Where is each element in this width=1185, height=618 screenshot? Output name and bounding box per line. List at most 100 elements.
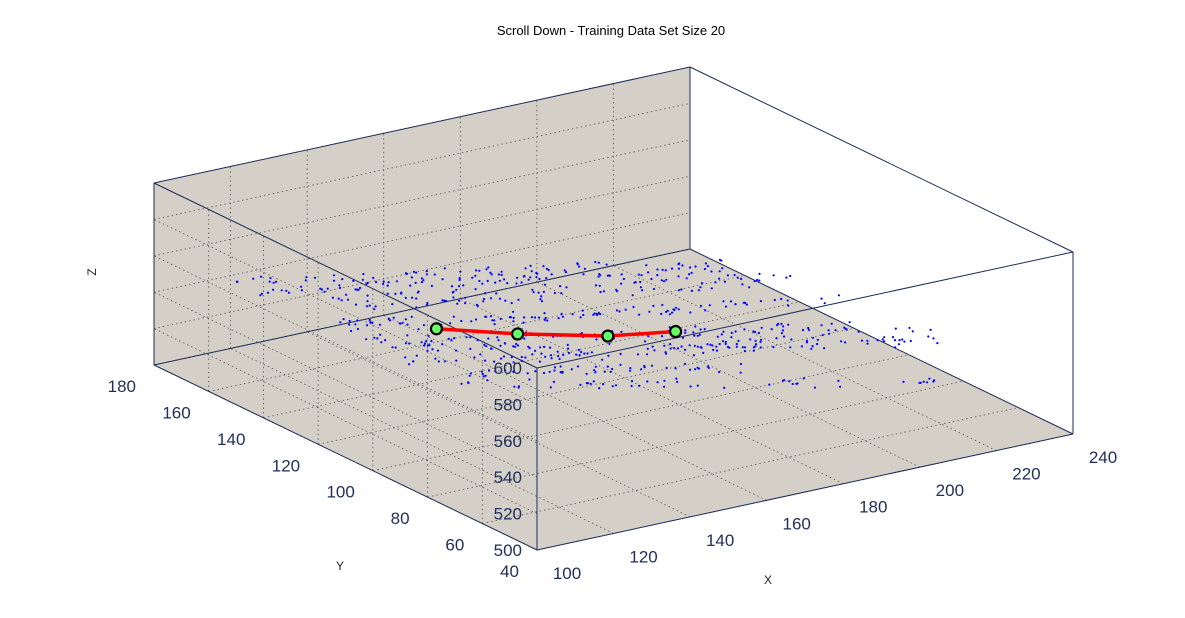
gridline-y-floor bbox=[427, 380, 964, 498]
scatter-point bbox=[520, 359, 523, 362]
scatter-point bbox=[456, 302, 459, 305]
scatter-point bbox=[482, 297, 486, 301]
scatter-point bbox=[759, 340, 762, 343]
scatter-point bbox=[709, 343, 712, 346]
scatter-point bbox=[749, 338, 752, 341]
scatter-point bbox=[736, 276, 739, 279]
scatter-point bbox=[669, 343, 672, 346]
box-edge bbox=[536, 251, 1074, 369]
scatter-point bbox=[595, 338, 598, 341]
scatter-point bbox=[404, 296, 407, 299]
scatter-point bbox=[665, 278, 668, 281]
scatter-point bbox=[340, 299, 343, 302]
scatter-point bbox=[650, 277, 653, 281]
scatter-point bbox=[696, 384, 699, 387]
scatter-point bbox=[412, 270, 415, 273]
scatter-point bbox=[559, 285, 562, 288]
y-tick-label: 40 bbox=[500, 562, 519, 581]
scatter-point bbox=[688, 344, 691, 347]
gridline-y-floor bbox=[263, 301, 800, 419]
scatter-point bbox=[698, 333, 702, 336]
scatter-point bbox=[741, 346, 744, 349]
scatter-point bbox=[366, 300, 369, 303]
z-tick-label: 540 bbox=[494, 468, 522, 487]
scatter-point bbox=[611, 385, 614, 388]
scatter-point bbox=[259, 294, 262, 297]
scatter-point bbox=[828, 332, 831, 335]
scatter-point bbox=[677, 267, 681, 270]
scatter-point bbox=[636, 353, 640, 356]
scatter-point bbox=[735, 345, 738, 348]
box-edge bbox=[689, 248, 1074, 435]
scatter-point bbox=[693, 344, 696, 347]
scatter-point bbox=[540, 352, 543, 355]
scatter-point bbox=[550, 354, 553, 357]
scatter-point bbox=[637, 273, 640, 276]
y-tick-label: 180 bbox=[108, 377, 136, 396]
gridline-y-floor bbox=[372, 354, 909, 472]
scatter-point bbox=[739, 362, 743, 366]
x-tick-label: 140 bbox=[706, 531, 734, 550]
scatter-point bbox=[602, 383, 605, 386]
scatter-point bbox=[821, 333, 824, 337]
scatter-point bbox=[455, 359, 458, 362]
scatter-point bbox=[398, 322, 401, 325]
scatter-point bbox=[404, 342, 408, 345]
scatter-point bbox=[556, 350, 559, 353]
scatter-point bbox=[482, 375, 485, 378]
scatter-point bbox=[428, 344, 431, 347]
scatter-point bbox=[500, 273, 503, 277]
scatter-point bbox=[252, 277, 255, 280]
scatter-point bbox=[366, 294, 369, 297]
gridline-z-left bbox=[153, 255, 538, 442]
scatter-point bbox=[720, 333, 723, 336]
scatter-point bbox=[759, 346, 762, 349]
scatter-point bbox=[629, 367, 632, 370]
scatter-point bbox=[304, 279, 307, 282]
scatter-point bbox=[338, 286, 342, 289]
scatter-point bbox=[524, 356, 527, 359]
scatter-point bbox=[677, 263, 680, 266]
scatter-point bbox=[469, 372, 472, 375]
z-tick-label: 500 bbox=[494, 541, 522, 560]
scatter-point bbox=[495, 292, 498, 295]
scatter-point bbox=[680, 288, 683, 291]
scatter-point bbox=[901, 338, 904, 341]
scatter-point bbox=[545, 277, 548, 280]
scatter-point bbox=[549, 386, 552, 389]
scatter-point bbox=[712, 348, 715, 351]
scatter-point bbox=[444, 299, 448, 302]
scatter-point bbox=[478, 269, 481, 272]
scatter-point bbox=[542, 290, 546, 293]
scatter-point bbox=[469, 347, 472, 350]
scatter-point bbox=[680, 345, 683, 348]
scatter-point bbox=[485, 345, 488, 348]
scatter-point bbox=[544, 355, 547, 358]
scatter-point bbox=[922, 380, 925, 383]
scatter-point bbox=[601, 358, 604, 361]
scatter-point bbox=[478, 279, 481, 283]
scatter-point bbox=[410, 315, 413, 318]
scatter-point bbox=[560, 292, 563, 295]
scatter-point bbox=[557, 355, 560, 358]
scatter-point bbox=[730, 331, 733, 334]
scatter-point bbox=[715, 345, 718, 348]
scatter-point bbox=[583, 352, 586, 355]
scatter-point bbox=[489, 271, 492, 274]
scatter-point bbox=[664, 352, 668, 355]
scatter-point bbox=[470, 320, 473, 323]
scatter-point bbox=[640, 274, 643, 277]
scatter-point bbox=[582, 313, 585, 317]
scatter-point bbox=[423, 344, 426, 347]
scatter-point bbox=[450, 339, 453, 342]
scatter-point bbox=[652, 304, 655, 307]
scatter-point bbox=[893, 339, 897, 342]
scatter-point bbox=[268, 280, 271, 283]
scatter-point bbox=[782, 325, 785, 328]
scatter-point bbox=[928, 377, 931, 380]
scatter-point bbox=[760, 326, 763, 329]
scatter-point bbox=[387, 317, 390, 320]
scatter-point bbox=[681, 264, 684, 267]
gridline-x-floor bbox=[230, 348, 614, 534]
scatter-point bbox=[597, 261, 600, 264]
